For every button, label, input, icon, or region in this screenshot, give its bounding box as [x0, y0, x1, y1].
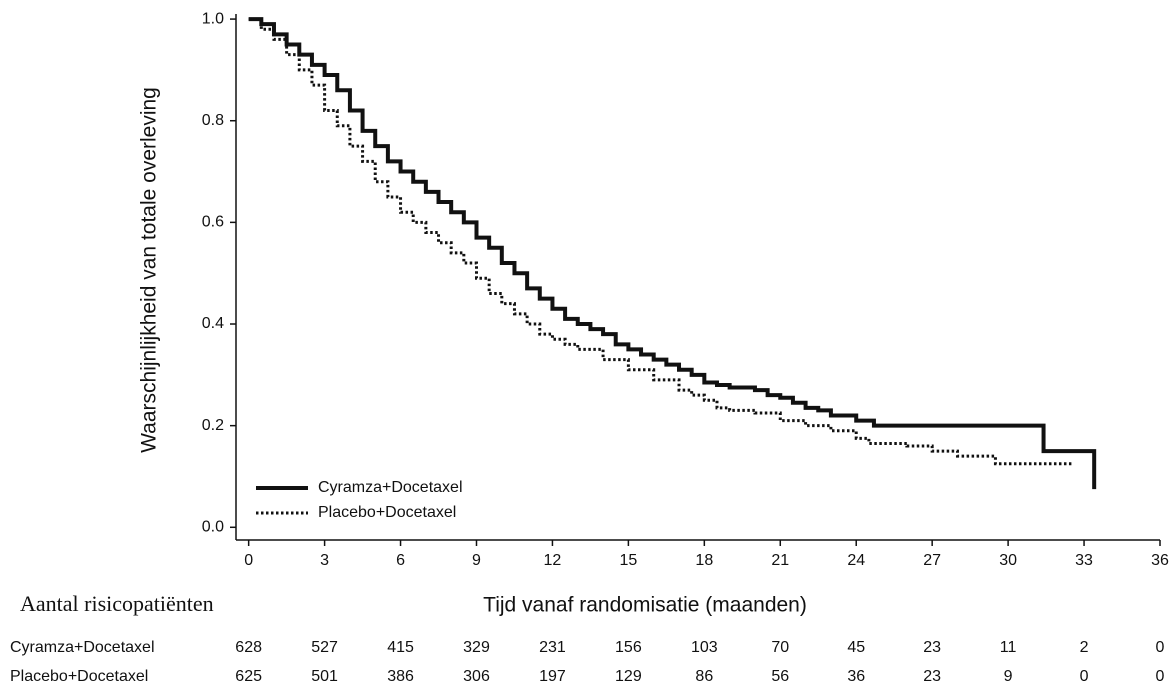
x-tick-label: 30 [999, 552, 1017, 569]
legend-label: Cyramza+Docetaxel [318, 479, 463, 496]
survival-curve [248, 17, 1072, 466]
risk-count: 86 [695, 668, 713, 685]
x-tick-label: 24 [847, 552, 865, 569]
risk-count: 625 [235, 668, 262, 685]
x-tick-label: 33 [1075, 552, 1093, 569]
y-tick-label: 0.6 [202, 214, 224, 231]
legend-label: Placebo+Docetaxel [318, 504, 456, 521]
risk-count: 0 [1156, 668, 1165, 685]
risk-count: 2 [1080, 639, 1089, 656]
x-tick-label: 9 [472, 552, 481, 569]
risk-count: 11 [1000, 639, 1017, 656]
x-tick-label: 18 [695, 552, 713, 569]
x-tick-label: 27 [923, 552, 941, 569]
risk-count: 103 [691, 639, 718, 656]
risk-table-title: Aantal risicopatiënten [20, 591, 214, 616]
risk-count: 23 [923, 639, 941, 656]
risk-count: 56 [771, 668, 789, 685]
x-tick-label: 0 [244, 552, 253, 569]
risk-count: 23 [923, 668, 941, 685]
risk-count: 197 [539, 668, 566, 685]
risk-count: 231 [539, 639, 566, 656]
x-tick-label: 12 [544, 552, 562, 569]
risk-count: 9 [1004, 668, 1013, 685]
x-tick-label: 21 [771, 552, 789, 569]
risk-count: 386 [387, 668, 414, 685]
y-tick-label: 0.2 [202, 417, 224, 434]
risk-row-label: Cyramza+Docetaxel [10, 639, 155, 656]
y-axis-label: Waarschijnlijkheid van totale overleving [138, 87, 161, 453]
survival-curve [248, 17, 1097, 490]
risk-count: 156 [615, 639, 642, 656]
y-tick-label: 0.0 [202, 519, 224, 536]
y-tick-label: 0.8 [202, 112, 224, 129]
risk-count: 415 [387, 639, 414, 656]
risk-count: 0 [1080, 668, 1089, 685]
x-tick-label: 15 [619, 552, 637, 569]
risk-count: 501 [311, 668, 338, 685]
y-tick-label: 1.0 [202, 10, 224, 27]
risk-count: 306 [463, 668, 490, 685]
risk-count: 129 [615, 668, 642, 685]
x-tick-label: 36 [1151, 552, 1169, 569]
risk-count: 329 [463, 639, 490, 656]
x-tick-label: 6 [396, 552, 405, 569]
x-axis-label: Tijd vanaf randomisatie (maanden) [483, 594, 807, 617]
risk-count: 628 [235, 639, 262, 656]
y-tick-label: 0.4 [202, 315, 224, 332]
x-tick-label: 3 [320, 552, 329, 569]
risk-count: 70 [771, 639, 789, 656]
risk-row-label: Placebo+Docetaxel [10, 668, 148, 685]
risk-count: 527 [311, 639, 338, 656]
risk-count: 0 [1156, 639, 1165, 656]
risk-count: 36 [847, 668, 865, 685]
risk-count: 45 [847, 639, 865, 656]
